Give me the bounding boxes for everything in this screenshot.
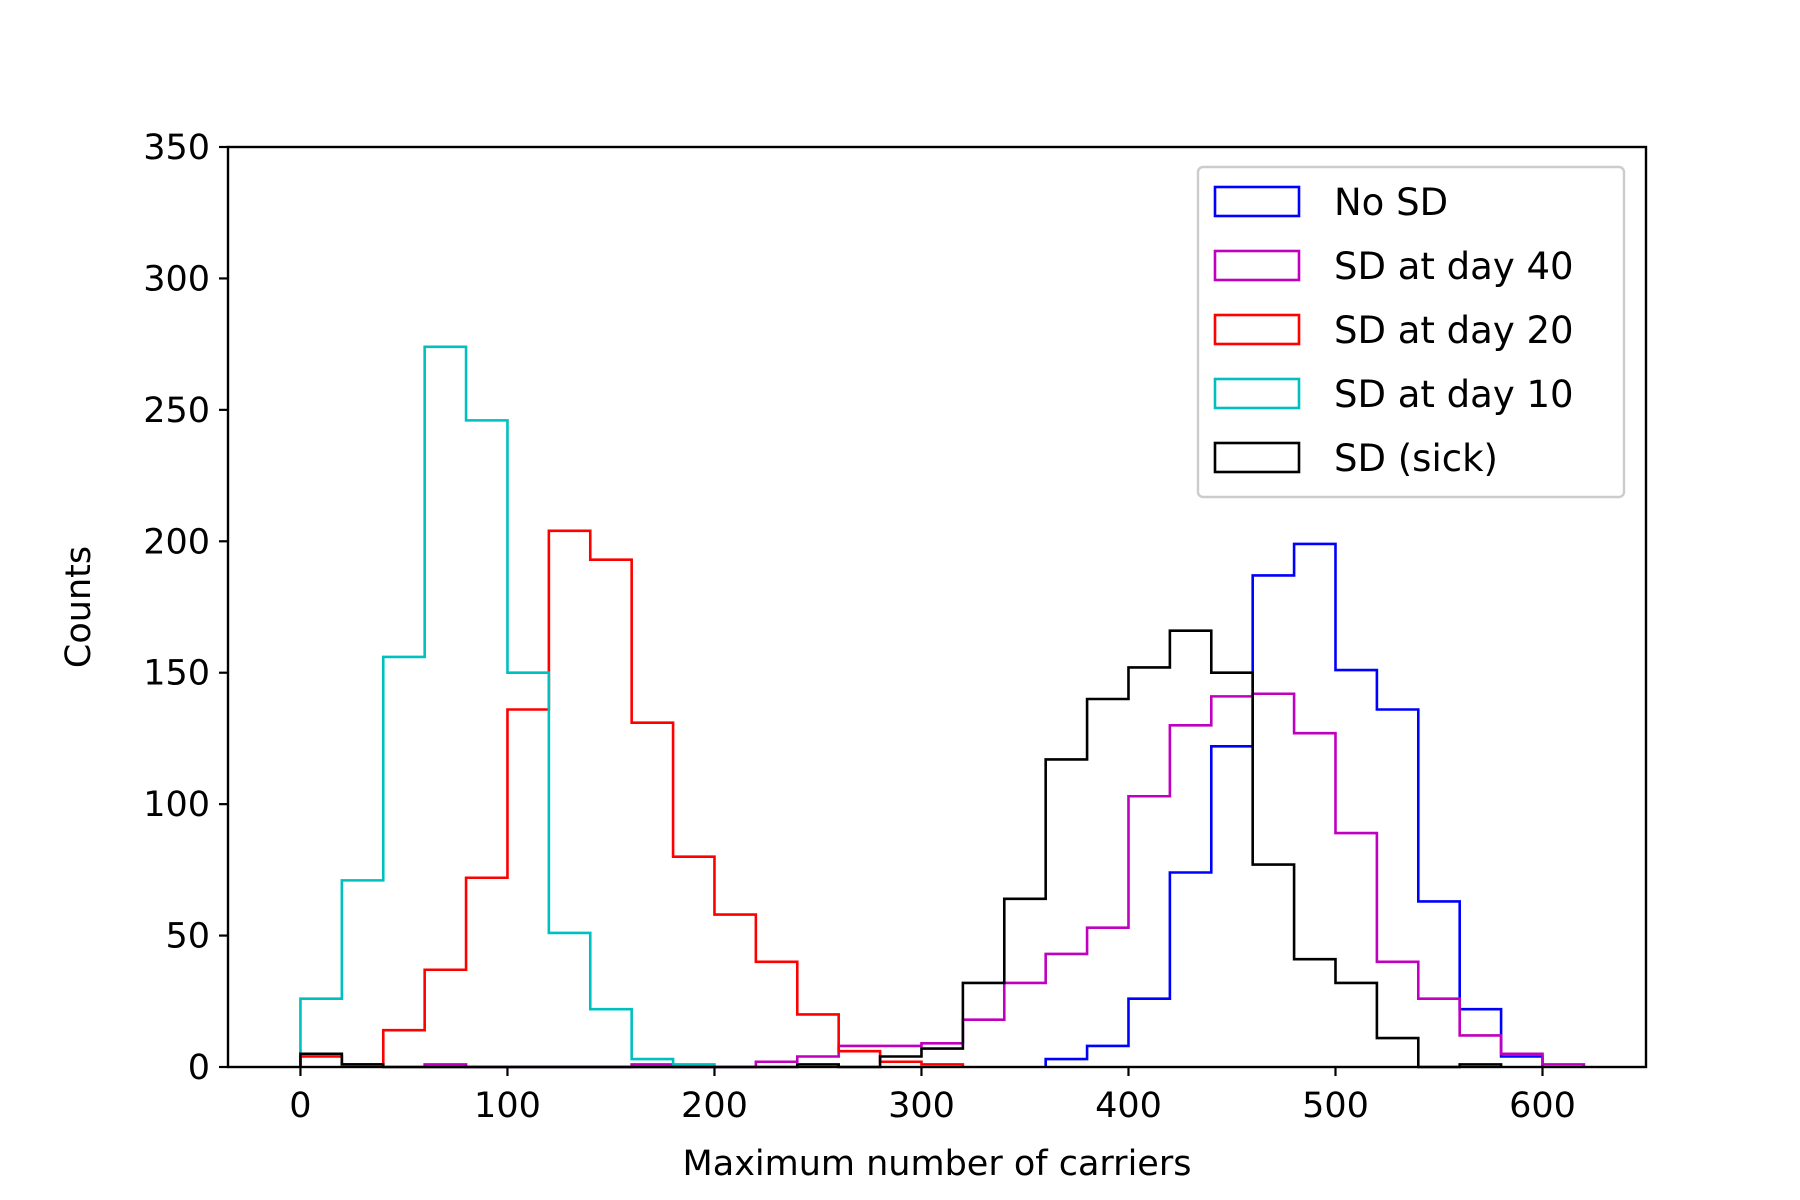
x-tick-label: 500 (1302, 1086, 1369, 1126)
x-tick-label: 600 (1509, 1086, 1576, 1126)
series-0-histogram (1044, 542, 1544, 1067)
legend-swatch (1213, 377, 1301, 410)
legend-label: SD (sick) (1334, 437, 1498, 480)
series-2-histogram (299, 529, 965, 1067)
legend-frame (1196, 165, 1626, 499)
legend-swatch (1213, 313, 1301, 346)
x-tick-label: 200 (681, 1086, 748, 1126)
legend-swatch (1213, 249, 1301, 282)
x-tick-label: 100 (474, 1086, 541, 1126)
y-tick-label: 300 (143, 259, 210, 299)
legend-label: SD at day 40 (1334, 245, 1574, 288)
y-tick-label: 200 (143, 522, 210, 562)
legend-label: No SD (1334, 181, 1448, 224)
series-3-histogram (299, 345, 716, 1067)
y-axis-ticks: 0 50 100 150 200 250 300 350 (143, 128, 228, 1088)
y-axis-title: Counts (59, 546, 99, 668)
x-axis-title: Maximum number of carriers (683, 1144, 1192, 1184)
legend-label: SD at day 20 (1334, 309, 1574, 352)
legend-swatch (1213, 441, 1301, 474)
x-tick-label: 0 (289, 1086, 311, 1126)
y-tick-label: 250 (143, 391, 210, 431)
legend: No SD SD at day 40 SD at day 20 SD at day 1… (1196, 165, 1626, 499)
plot-frame (226, 145, 1648, 1069)
x-axis-ticks: 0 100 200 300 400 500 600 (289, 1067, 1576, 1126)
legend-label: SD at day 10 (1334, 373, 1574, 416)
legend-swatch (1213, 185, 1301, 218)
y-tick-label: 50 (165, 917, 210, 957)
y-tick-label: 350 (143, 128, 210, 168)
series-4-histogram (299, 629, 1503, 1069)
x-tick-label: 400 (1095, 1086, 1162, 1126)
y-tick-label: 100 (143, 785, 210, 825)
y-tick-label: 150 (143, 654, 210, 694)
y-tick-label: 0 (188, 1048, 210, 1088)
series-1-histogram (423, 692, 1586, 1069)
x-tick-label: 300 (888, 1086, 955, 1126)
